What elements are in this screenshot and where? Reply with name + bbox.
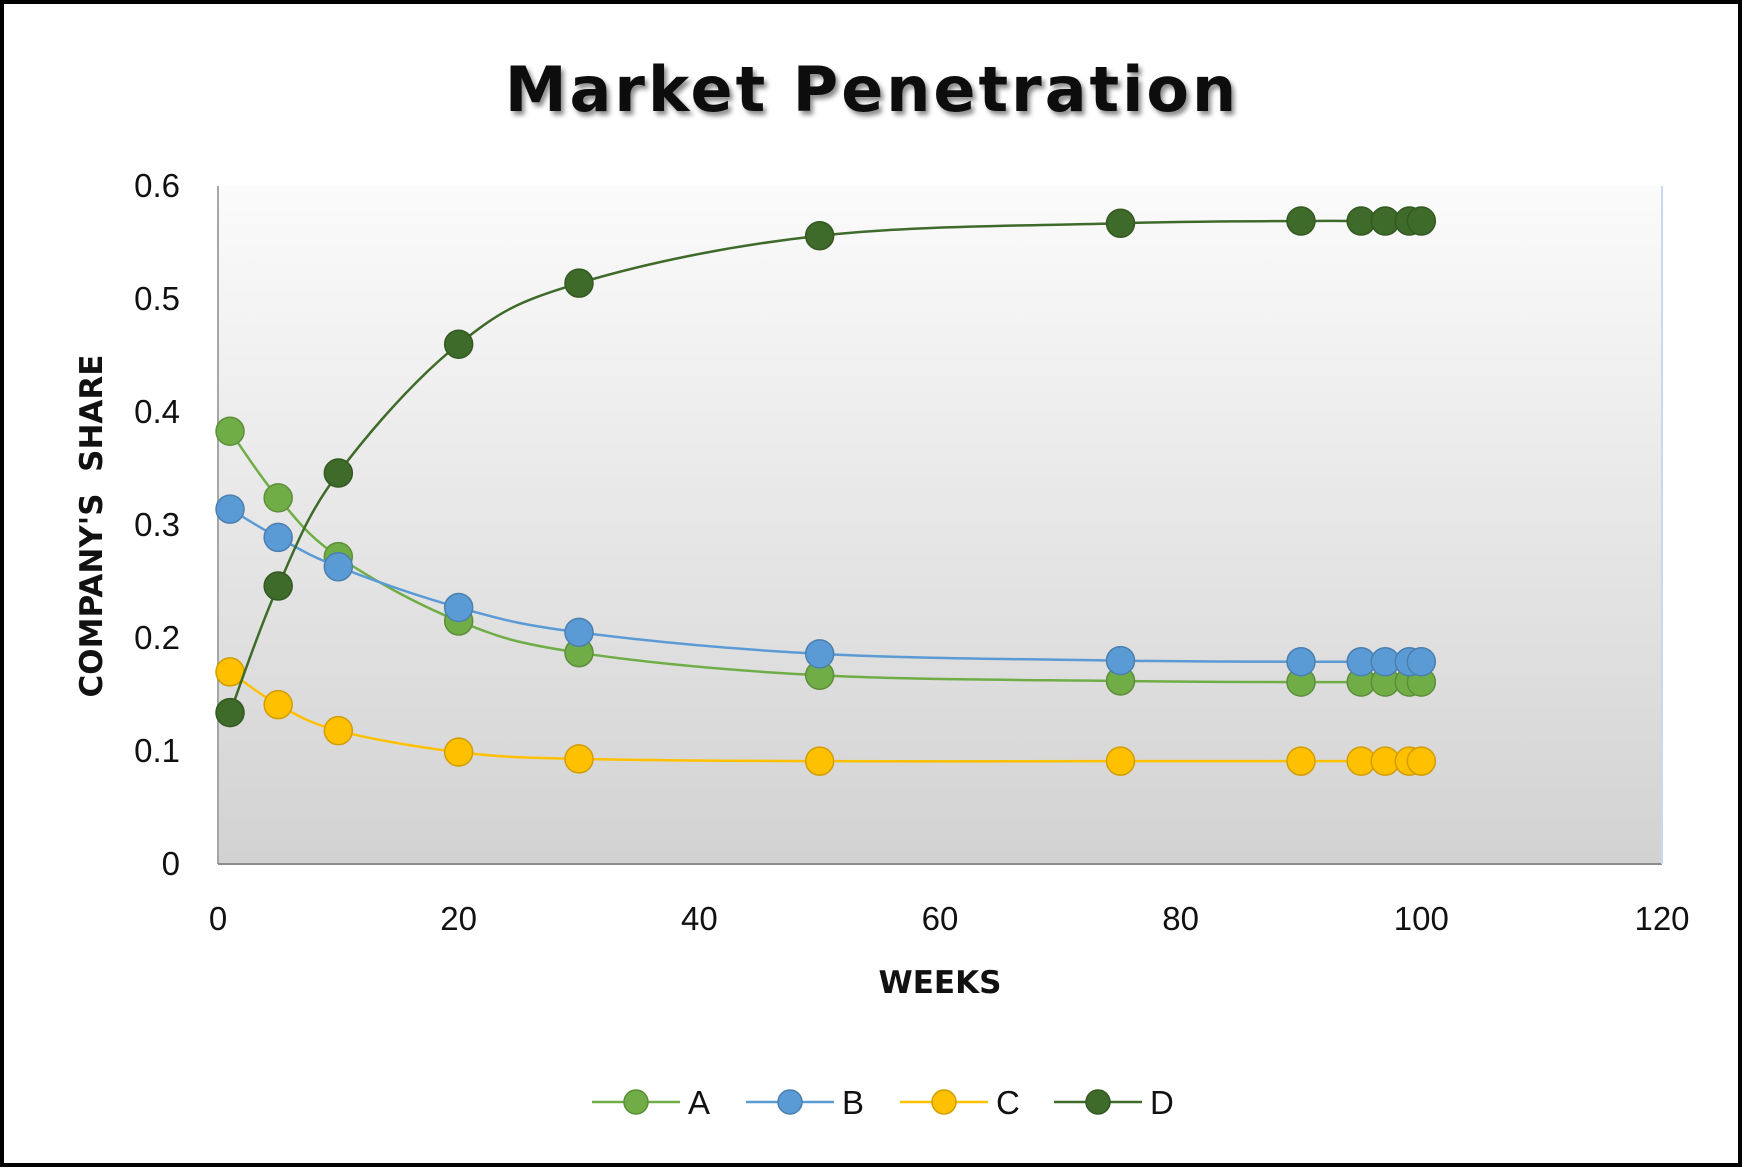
series-a-point — [263, 483, 293, 513]
line-chart: Market Penetration 0 0.1 0.2 0.3 0.4 0.5 0.6 0… — [74, 53, 1690, 1121]
legend-item-d: D — [1054, 1084, 1174, 1121]
legend-marker-d — [1085, 1089, 1111, 1115]
legend-label-b: B — [842, 1084, 864, 1121]
x-tick-label: 0 — [209, 900, 227, 937]
x-axis-tick-labels: 0 20 40 60 80 100 120 — [209, 900, 1690, 937]
series-b-point — [1286, 646, 1316, 677]
y-tick-label: 0.5 — [134, 280, 180, 317]
series-c-point — [443, 737, 474, 767]
series-d-point — [1406, 206, 1437, 236]
series-a-point — [215, 416, 245, 446]
series-d — [215, 206, 1437, 728]
series-b-point — [263, 522, 293, 553]
series-c-point — [323, 715, 354, 746]
series-c-point — [215, 657, 245, 687]
series-c-point — [1406, 746, 1437, 776]
y-axis-title: COMPANY'S SHARE — [74, 355, 110, 698]
series-c-point — [804, 746, 835, 776]
legend-label-a: A — [688, 1084, 710, 1121]
series-b-point — [804, 639, 835, 669]
x-tick-label: 20 — [440, 900, 477, 937]
series-b — [215, 494, 1437, 677]
series-c-point — [263, 689, 293, 720]
series-d-point — [215, 697, 245, 728]
legend: A B C D — [592, 1084, 1174, 1121]
series-c-point — [564, 744, 594, 774]
y-axis-tick-labels: 0 0.1 0.2 0.3 0.4 0.5 0.6 — [134, 167, 180, 882]
x-tick-label: 80 — [1162, 900, 1199, 937]
series-b-point — [215, 494, 245, 524]
y-tick-label: 0.4 — [134, 393, 180, 430]
series-d-point — [323, 458, 354, 488]
legend-item-a: A — [592, 1084, 710, 1121]
x-axis-title: WEEKS — [879, 965, 1002, 1001]
series-d-point — [443, 329, 474, 359]
series-c — [215, 657, 1437, 776]
axes — [217, 186, 1663, 865]
x-tick-label: 120 — [1634, 900, 1689, 937]
chart-title: Market Penetration — [505, 53, 1239, 126]
series-d-point — [1286, 206, 1316, 236]
y-tick-label: 0.6 — [134, 167, 180, 204]
x-tick-label: 100 — [1394, 900, 1449, 937]
x-tick-label: 60 — [922, 900, 959, 937]
y-tick-label: 0 — [162, 845, 180, 882]
series-b-point — [323, 552, 354, 582]
series-c-point — [1286, 746, 1316, 776]
y-tick-label: 0.1 — [134, 732, 180, 769]
series-d-point — [804, 220, 835, 251]
series-b-point — [443, 592, 474, 623]
y-tick-label: 0.3 — [134, 506, 180, 543]
legend-item-b: B — [746, 1084, 864, 1121]
legend-label-d: D — [1150, 1084, 1174, 1121]
legend-marker-b — [777, 1089, 803, 1115]
legend-marker-c — [931, 1089, 957, 1115]
legend-label-c: C — [996, 1084, 1020, 1121]
series-b-point — [1406, 646, 1437, 677]
series-c-point — [1105, 746, 1136, 776]
series-d-point — [564, 268, 594, 298]
x-tick-label: 40 — [681, 900, 718, 937]
series-b-point — [1105, 645, 1136, 676]
series-b-point — [564, 617, 594, 648]
legend-marker-a — [623, 1089, 649, 1115]
legend-item-c: C — [900, 1084, 1020, 1121]
series-d-point — [1105, 208, 1136, 239]
series-layer — [215, 206, 1437, 776]
y-tick-label: 0.2 — [134, 619, 180, 656]
series-d-point — [263, 571, 293, 601]
